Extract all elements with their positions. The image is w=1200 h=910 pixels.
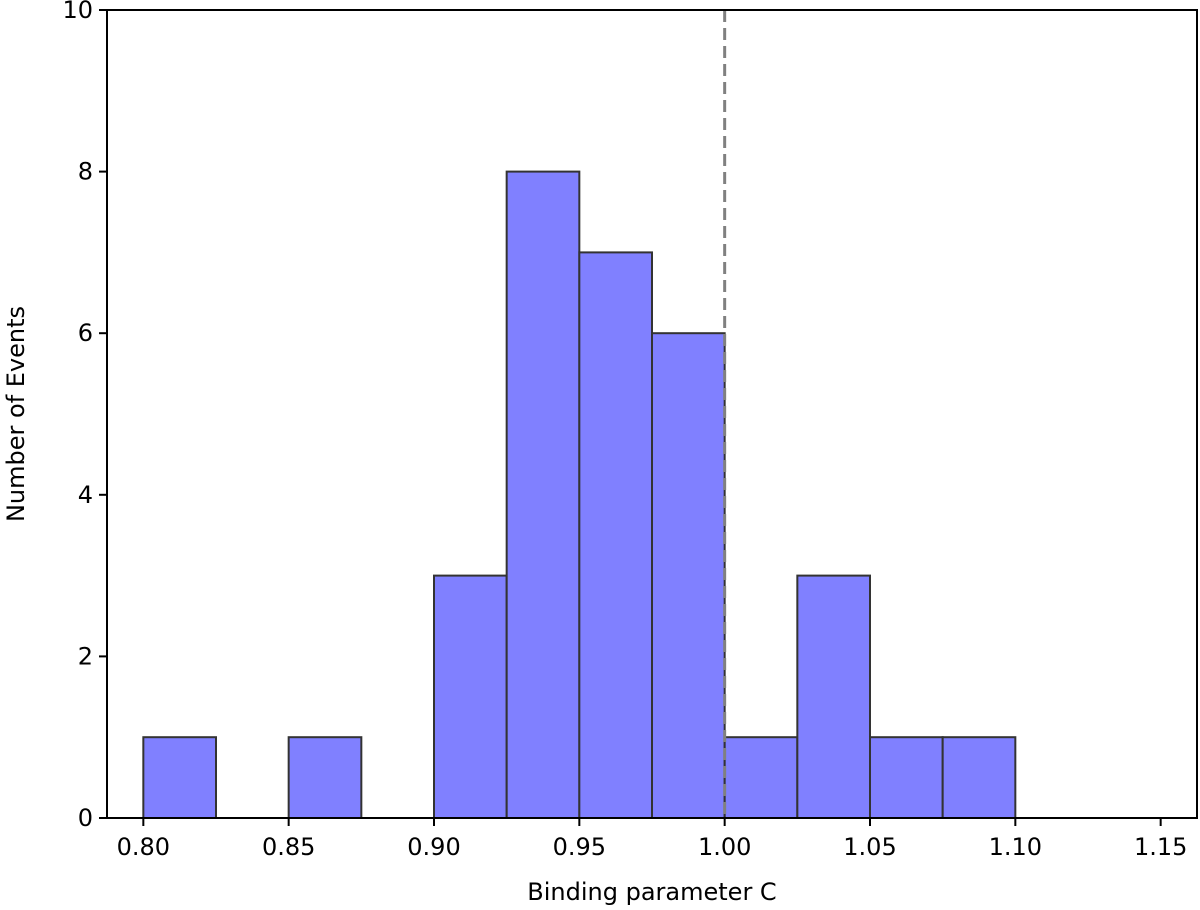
- histogram-bar: [142, 736, 217, 820]
- x-axis-label: Binding parameter C: [527, 878, 776, 906]
- histogram-bar: [287, 736, 363, 820]
- histogram-bar: [869, 736, 944, 820]
- histogram-bar: [723, 736, 799, 820]
- y-axis-ticks: 0 2 4 6 8 10: [62, 0, 107, 832]
- histogram-bar: [796, 574, 871, 819]
- x-tick-label: 0.80: [117, 833, 170, 861]
- plot-frame: [106, 9, 1198, 819]
- y-tick-label: 4: [78, 481, 93, 509]
- histogram-bar: [505, 170, 581, 820]
- y-axis-label: Number of Events: [2, 306, 30, 522]
- x-axis-ticks: 0.80 0.85 0.90 0.95 1.00 1.05 1.10 1.15: [117, 818, 1187, 861]
- y-tick-label: 6: [78, 319, 93, 347]
- y-tick-label: 10: [62, 0, 93, 24]
- x-tick-label: 1.00: [698, 833, 751, 861]
- x-tick-label: 1.15: [1134, 833, 1187, 861]
- y-tick-label: 2: [78, 642, 93, 670]
- y-tick-label: 0: [78, 804, 93, 832]
- x-tick-label: 0.95: [553, 833, 606, 861]
- bars-group: [142, 170, 1017, 820]
- y-tick-label: 8: [78, 158, 93, 186]
- x-tick-label: 1.10: [989, 833, 1042, 861]
- x-tick-label: 1.05: [843, 833, 896, 861]
- histogram-bar: [578, 251, 653, 819]
- x-tick-label: 0.85: [262, 833, 315, 861]
- x-tick-label: 0.90: [407, 833, 460, 861]
- histogram-bar: [941, 736, 1017, 820]
- histogram-bar: [433, 574, 508, 819]
- histogram-bar: [651, 332, 726, 819]
